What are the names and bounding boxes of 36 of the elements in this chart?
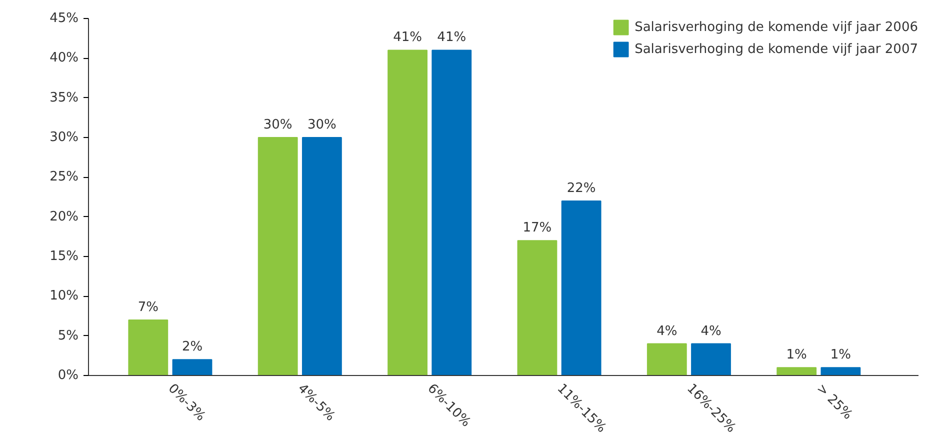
bar [388, 50, 428, 376]
bar [302, 137, 342, 376]
bar [691, 343, 731, 376]
bar [561, 200, 602, 376]
legend-label: Salarisverhoging de komende vijf jaar 2006 [634, 20, 918, 34]
y-tick-label: 5% [58, 328, 78, 344]
data-label: 2% [182, 340, 203, 355]
data-label: 1% [786, 348, 807, 363]
data-label: 30% [263, 118, 292, 132]
y-tick-label: 15% [50, 249, 79, 264]
data-label: 22% [566, 180, 596, 196]
y-tick-label: 45% [50, 11, 79, 26]
data-label: 41% [393, 30, 422, 46]
y-tick-label: 30% [50, 130, 79, 145]
data-label: 17% [522, 220, 552, 236]
data-label: 1% [830, 348, 851, 363]
data-label: 7% [138, 300, 158, 315]
legend-label: Salarisverhoging de komende vijf jaar 2007 [634, 42, 918, 56]
data-label: 41% [437, 30, 466, 46]
y-tick-label: 10% [50, 288, 79, 304]
data-label: 4% [656, 324, 678, 339]
y-tick-label: 40% [50, 50, 79, 66]
y-tick-label: 0% [58, 368, 78, 383]
data-label: 4% [700, 324, 722, 339]
bar [820, 367, 861, 376]
y-tick-label: 35% [50, 90, 79, 106]
data-label: 30% [307, 118, 336, 132]
bar [776, 367, 817, 376]
y-tick-label: 25% [50, 170, 79, 185]
y-tick-label: 20% [50, 209, 79, 224]
bar [258, 137, 298, 376]
bar [517, 240, 558, 376]
bar [172, 359, 212, 376]
bar [432, 50, 472, 376]
bar [128, 319, 168, 376]
bar [646, 343, 687, 376]
